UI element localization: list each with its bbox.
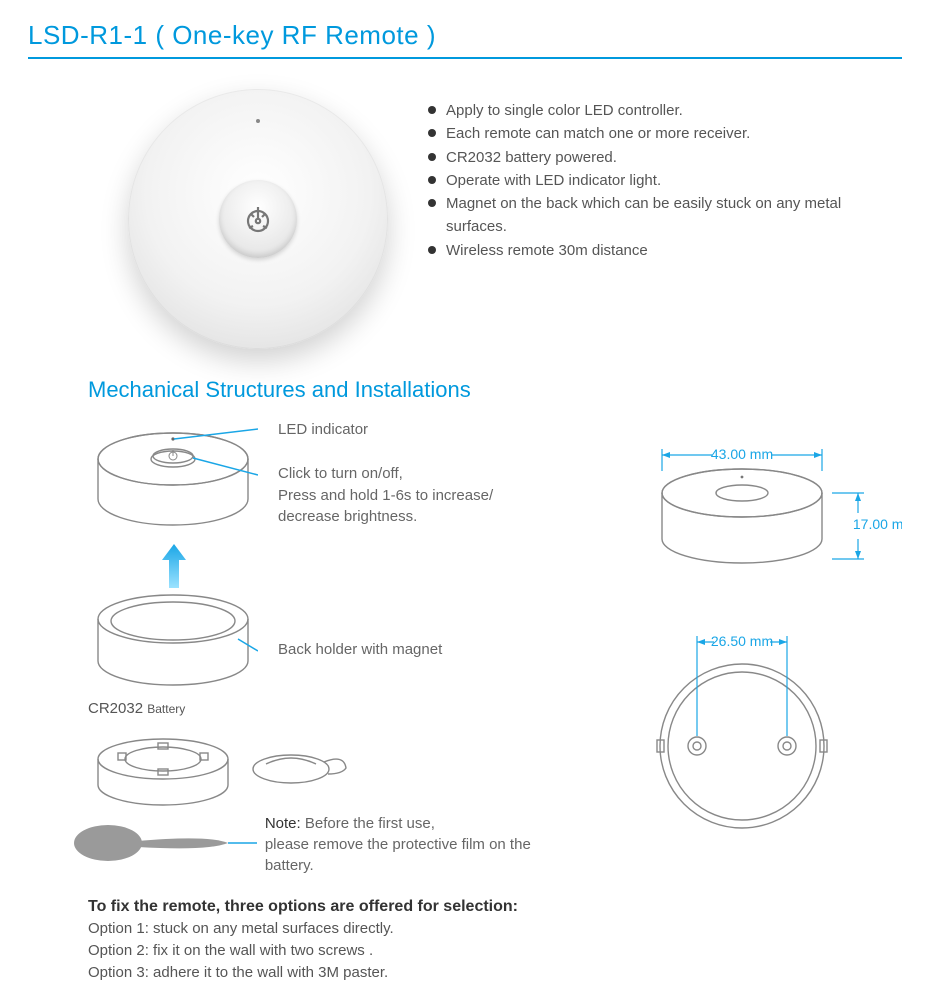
feature-item: Wireless remote 30m distance: [428, 239, 902, 262]
exploded-diagrams: LED indicator Click to turn on/off, Pres…: [28, 421, 582, 876]
fixing-option: Option 3: adhere it to the wall with 3M …: [88, 962, 902, 983]
dimension-drawings: 43.00 mm 17.00 mm 26.50 mm: [602, 421, 902, 876]
svg-text:17.00 mm: 17.00 mm: [853, 516, 902, 532]
battery-ring-diagram: [88, 729, 238, 809]
side-view-dimensions: 43.00 mm 17.00 mm: [602, 421, 902, 591]
bottom-view-dimensions: 26.50 mm: [602, 616, 902, 836]
battery-label: CR2032 Battery: [88, 700, 582, 717]
top-cap-diagram: [88, 421, 258, 536]
mechanical-section: LED indicator Click to turn on/off, Pres…: [28, 421, 902, 876]
power-button: [219, 180, 297, 258]
feature-list: Apply to single color LED controller. Ea…: [428, 89, 902, 262]
feature-item: Operate with LED indicator light.: [428, 169, 902, 192]
power-icon: [242, 203, 274, 235]
hero-row: Apply to single color LED controller. Ea…: [28, 89, 902, 349]
product-photo: [128, 89, 388, 349]
page-title: LSD-R1-1 ( One-key RF Remote ): [28, 20, 902, 59]
svg-text:26.50 mm: 26.50 mm: [711, 633, 773, 649]
battery-cover-diagram: [246, 734, 356, 804]
feature-item: CR2032 battery powered.: [428, 146, 902, 169]
battery-note: Note: Before the first use, please remov…: [265, 813, 582, 876]
feature-item: Apply to single color LED controller.: [428, 99, 902, 122]
back-holder-diagram: [88, 591, 258, 686]
fixing-title: To fix the remote, three options are off…: [88, 898, 902, 916]
feature-item: Magnet on the back which can be easily s…: [428, 192, 902, 239]
section-subheading: Mechanical Structures and Installations: [88, 377, 902, 403]
feature-item: Each remote can match one or more receiv…: [428, 122, 902, 145]
svg-text:43.00 mm: 43.00 mm: [711, 446, 773, 462]
assembly-arrow-icon: [154, 542, 194, 590]
fixing-option: Option 2: fix it on the wall with two sc…: [88, 940, 902, 962]
led-indicator-dot: [256, 119, 260, 123]
led-indicator-label: LED indicator: [278, 415, 493, 441]
back-holder-label: Back holder with magnet: [278, 591, 442, 661]
fixing-option: Option 1: stuck on any metal surfaces di…: [88, 918, 902, 940]
fixing-section: To fix the remote, three options are off…: [88, 898, 902, 983]
click-instruction: Click to turn on/off, Press and hold 1-6…: [278, 459, 493, 528]
battery-tool-diagram: [58, 813, 257, 873]
